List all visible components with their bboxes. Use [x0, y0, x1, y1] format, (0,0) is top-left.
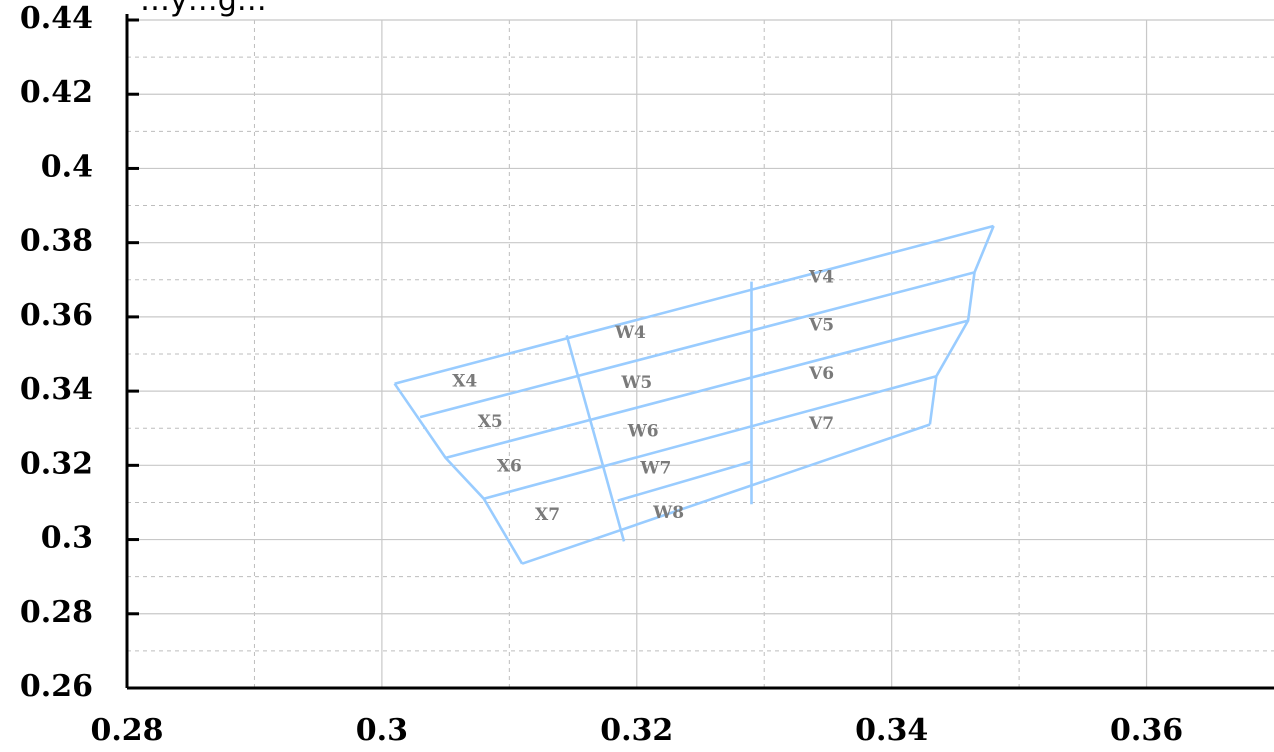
region-label-v6: V6 — [808, 364, 834, 384]
x-tick-label: 0.34 — [855, 713, 928, 748]
y-tick-labels: 0.44 0.42 0.4 0.38 0.36 0.34 0.32 0.3 0.28 0.26 — [20, 1, 93, 704]
region-label-v4: V4 — [808, 267, 834, 287]
series-line-8 — [565, 335, 626, 542]
y-tick-label: 0.36 — [20, 298, 93, 333]
x-tick-label: 0.28 — [90, 713, 163, 748]
region-label-w4: W4 — [614, 323, 646, 343]
region-labels: X4 X5 X6 X7 W4 W5 W6 W7 W8 V4 V5 V6 V7 — [452, 267, 834, 525]
axes — [125, 14, 1274, 690]
y-tick-label: 0.3 — [41, 521, 93, 556]
y-tick-label: 0.44 — [20, 1, 93, 36]
y-tick-label: 0.26 — [20, 669, 93, 704]
region-label-x5: X5 — [478, 412, 503, 432]
y-tick-label: 0.42 — [20, 75, 93, 110]
y-tick-label: 0.38 — [20, 224, 93, 259]
series-line-5 — [521, 423, 931, 565]
region-label-x6: X6 — [497, 457, 522, 477]
y-tick-label: 0.28 — [20, 595, 93, 630]
region-label-w5: W5 — [620, 373, 652, 393]
region-label-w7: W7 — [639, 459, 671, 479]
region-label-x4: X4 — [452, 371, 477, 391]
series-line-7 — [928, 225, 995, 425]
region-label-w6: W6 — [627, 421, 659, 441]
minor-gridlines — [127, 20, 1274, 688]
region-label-x7: X7 — [535, 505, 560, 525]
region-label-v5: V5 — [808, 316, 834, 336]
series-line-4 — [483, 375, 937, 500]
x-tick-label: 0.32 — [600, 713, 673, 748]
series-line-3 — [445, 319, 969, 460]
y-tick-label: 0.4 — [41, 149, 93, 184]
series-line-10 — [617, 460, 752, 502]
major-gridlines — [127, 19, 1274, 688]
series-line-2 — [419, 271, 975, 419]
x-tick-label: 0.36 — [1110, 713, 1183, 748]
chromaticity-region-lines — [393, 224, 995, 565]
x-tick-labels: 0.28 0.3 0.32 0.34 0.36 — [90, 713, 1183, 748]
region-label-v7: V7 — [808, 414, 834, 434]
series-line-6 — [393, 382, 524, 565]
y-tick-label: 0.32 — [20, 446, 93, 481]
x-tick-label: 0.3 — [356, 713, 408, 748]
chart-title-fragment: …y…g… — [140, 0, 267, 18]
region-label-w8: W8 — [652, 503, 684, 523]
y-tick-label: 0.34 — [20, 372, 93, 407]
series-line-1 — [394, 224, 994, 385]
